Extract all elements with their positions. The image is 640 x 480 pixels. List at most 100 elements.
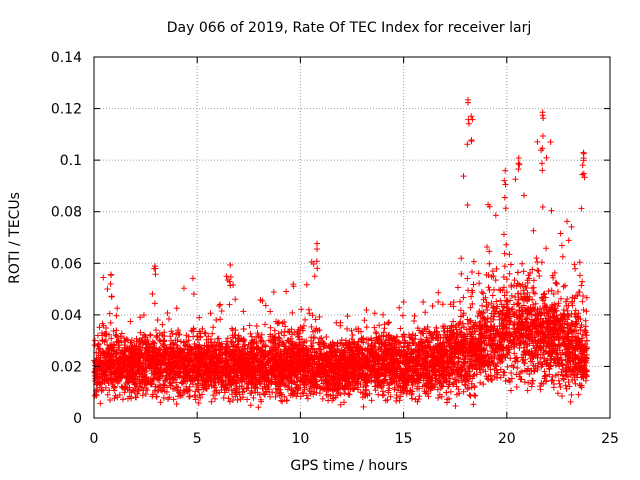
data-point xyxy=(344,325,351,332)
data-point xyxy=(460,173,467,180)
data-point xyxy=(283,397,290,404)
data-point xyxy=(172,337,179,344)
data-point xyxy=(484,243,491,250)
data-point xyxy=(503,241,510,248)
data-point xyxy=(502,377,509,384)
data-point xyxy=(205,333,212,340)
data-point xyxy=(210,324,217,331)
data-point xyxy=(409,382,416,389)
data-point xyxy=(465,287,472,294)
data-point xyxy=(470,323,477,330)
data-point xyxy=(506,270,513,277)
data-point xyxy=(469,289,476,296)
data-point xyxy=(259,385,266,392)
data-point xyxy=(457,307,464,314)
data-point xyxy=(262,302,269,309)
data-point xyxy=(309,312,316,319)
data-point xyxy=(346,391,353,398)
data-point xyxy=(98,387,105,394)
data-point xyxy=(137,329,144,336)
data-point xyxy=(128,339,135,346)
data-point xyxy=(554,390,561,397)
data-point xyxy=(247,402,254,409)
data-point xyxy=(526,371,533,378)
data-point xyxy=(381,321,388,328)
data-point xyxy=(97,400,104,407)
data-point xyxy=(386,319,393,326)
data-point xyxy=(460,310,467,317)
data-point xyxy=(170,396,177,403)
data-point xyxy=(96,324,103,331)
data-point xyxy=(513,384,520,391)
data-point xyxy=(464,141,471,148)
data-point xyxy=(487,366,494,373)
data-point xyxy=(270,289,277,296)
data-point xyxy=(511,350,518,357)
data-point xyxy=(416,327,423,334)
data-point xyxy=(519,260,526,267)
data-point xyxy=(100,274,107,281)
data-point xyxy=(579,298,586,305)
data-point xyxy=(312,316,319,323)
data-point xyxy=(480,290,487,297)
data-point xyxy=(525,379,532,386)
data-point xyxy=(489,268,496,275)
data-point xyxy=(203,385,210,392)
data-point xyxy=(348,327,355,334)
data-point xyxy=(545,288,552,295)
data-point xyxy=(533,255,540,262)
data-point xyxy=(106,387,113,394)
data-point xyxy=(289,309,296,316)
data-point xyxy=(411,318,418,325)
data-point xyxy=(208,398,215,405)
data-point xyxy=(315,345,322,352)
data-point xyxy=(254,329,261,336)
data-point xyxy=(116,391,123,398)
data-point xyxy=(507,261,514,268)
data-point xyxy=(372,387,379,394)
data-point xyxy=(253,322,260,329)
data-point xyxy=(539,204,546,211)
data-point xyxy=(267,393,274,400)
data-point xyxy=(568,391,575,398)
data-point xyxy=(303,281,310,288)
data-point xyxy=(186,393,193,400)
data-point xyxy=(500,274,507,281)
data-point xyxy=(520,268,527,275)
data-point xyxy=(195,399,202,406)
data-point xyxy=(429,303,436,310)
data-point xyxy=(118,330,125,337)
data-point xyxy=(267,324,274,331)
data-point xyxy=(512,176,519,183)
data-point xyxy=(338,336,345,343)
data-point xyxy=(560,283,567,290)
data-point xyxy=(501,263,508,270)
data-point xyxy=(282,323,289,330)
data-point xyxy=(529,285,536,292)
data-point xyxy=(475,270,482,277)
data-point xyxy=(580,307,587,314)
data-point xyxy=(454,284,461,291)
data-point xyxy=(224,335,231,342)
data-point xyxy=(154,316,161,323)
data-point xyxy=(521,367,528,374)
data-point xyxy=(411,313,418,320)
data-point xyxy=(565,379,572,386)
data-point xyxy=(395,387,402,394)
data-point xyxy=(368,397,375,404)
data-point xyxy=(142,391,149,398)
chart-title: Day 066 of 2019, Rate Of TEC Index for r… xyxy=(167,20,532,36)
data-point xyxy=(311,273,318,280)
data-point xyxy=(316,335,323,342)
data-point xyxy=(534,138,541,145)
data-point xyxy=(572,307,579,314)
data-point xyxy=(375,391,382,398)
data-point xyxy=(218,308,225,315)
data-point xyxy=(562,282,569,289)
data-point xyxy=(400,299,407,306)
data-point xyxy=(478,289,485,296)
data-point xyxy=(250,394,257,401)
data-points xyxy=(91,96,591,411)
